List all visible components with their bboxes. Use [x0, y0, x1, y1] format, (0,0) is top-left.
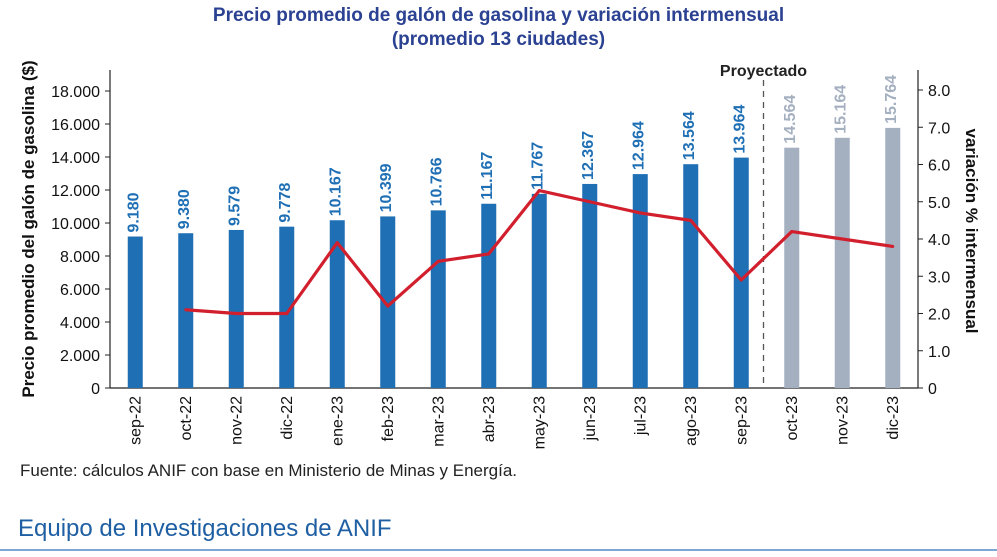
team-heading: Equipo de Investigaciones de ANIF: [18, 515, 392, 542]
right-axis-tick-label: 2.0: [928, 307, 950, 324]
x-tick-label: may-23: [531, 396, 548, 449]
projected-bar: [834, 137, 850, 388]
left-axis-tick-label: 6.000: [60, 282, 100, 299]
left-axis-tick-label: 16.000: [51, 117, 100, 134]
x-tick-label: jun-23: [582, 396, 599, 442]
x-tick-label: ago-23: [683, 396, 700, 446]
chart-title: Precio promedio de galón de gasolina y v…: [0, 4, 997, 52]
chart-title-main: Precio promedio de galón de gasolina y v…: [212, 5, 785, 26]
variation-point: [638, 211, 642, 215]
bar: [481, 203, 497, 388]
bar: [127, 236, 143, 388]
left-axis-title: Precio promedio del galón de gasolina ($…: [19, 60, 38, 397]
bar-value-label: 10.167: [327, 167, 344, 216]
x-tick-label: dic-23: [885, 396, 902, 440]
bar-value-label: 12.367: [580, 131, 597, 180]
variation-point: [234, 312, 238, 315]
team-divider: [0, 549, 997, 551]
x-tick-label: oct-22: [178, 396, 195, 441]
left-axis-tick-label: 10.000: [51, 216, 100, 233]
variation-point: [335, 241, 339, 245]
projected-bar-value-label: 14.564: [782, 95, 799, 144]
right-axis-tick-label: 7.0: [928, 120, 950, 137]
x-tick-label: nov-23: [834, 396, 851, 445]
variation-point: [790, 230, 794, 234]
x-tick-label: sep-23: [733, 396, 750, 445]
variation-point: [285, 312, 289, 315]
x-tick-label: abr-23: [481, 396, 498, 442]
right-axis-tick-label: 8.0: [928, 83, 950, 100]
left-axis-tick-label: 8.000: [60, 249, 100, 266]
bar-value-label: 11.167: [479, 152, 496, 200]
variation-point: [537, 189, 541, 193]
projected-bar-value-label: 15.764: [883, 75, 900, 124]
bar-value-label: 11.767: [529, 142, 546, 190]
variation-point: [739, 278, 743, 282]
x-tick-label: ene-23: [329, 396, 346, 446]
left-axis-tick-label: 2.000: [60, 348, 100, 365]
bar-value-label: 10.766: [428, 157, 445, 206]
right-axis-tick-label: 6.0: [928, 158, 950, 175]
bar-value-label: 9.579: [226, 186, 243, 226]
x-tick-label: feb-23: [380, 396, 397, 441]
x-tick-label: nov-22: [228, 396, 245, 445]
x-tick-label: oct-23: [784, 396, 801, 441]
bar-value-label: 9.180: [125, 192, 142, 232]
x-tick-label: jul-23: [632, 396, 649, 436]
x-tick-label: sep-22: [127, 396, 144, 445]
right-axis-tick-label: 5.0: [928, 195, 950, 212]
bar: [279, 226, 295, 388]
variation-point: [487, 252, 491, 256]
left-axis-tick-label: 0: [91, 381, 100, 398]
right-axis-title: variación % intermensual: [962, 128, 981, 333]
bar-value-label: 12.964: [630, 121, 647, 170]
chart-subtitle: (promedio 13 ciudades): [391, 29, 606, 50]
projected-bar-value-label: 15.164: [832, 85, 849, 134]
bar: [683, 164, 699, 388]
left-axis-tick-label: 12.000: [51, 183, 100, 200]
left-axis-tick-label: 4.000: [60, 315, 100, 332]
bar-value-label: 13.964: [731, 105, 748, 154]
bar: [632, 174, 648, 388]
bar-value-label: 13.564: [681, 111, 698, 160]
left-axis-tick-label: 14.000: [51, 150, 100, 167]
projected-bar: [784, 147, 800, 388]
bar-value-label: 9.778: [277, 183, 294, 223]
variation-point: [588, 200, 592, 204]
bar: [430, 210, 446, 388]
bar: [228, 229, 244, 388]
variation-point: [436, 259, 440, 263]
left-axis-tick-label: 18.000: [51, 84, 100, 101]
right-axis-tick-label: 3.0: [928, 269, 950, 286]
bar: [380, 216, 396, 388]
bar-value-label: 10.399: [378, 163, 395, 212]
right-axis-tick-label: 4.0: [928, 232, 950, 249]
variation-point: [891, 244, 895, 248]
variation-point: [386, 304, 390, 308]
bar-value-label: 9.380: [176, 189, 193, 229]
x-tick-label: dic-22: [279, 396, 296, 440]
projection-annotation: Proyectado: [720, 63, 807, 80]
right-axis-tick-label: 1.0: [928, 344, 950, 361]
variation-point: [840, 237, 844, 241]
bar: [733, 157, 749, 388]
variation-point: [184, 308, 188, 312]
projected-bar: [885, 127, 901, 389]
x-tick-label: mar-23: [430, 396, 447, 447]
right-axis-tick-label: 0: [928, 381, 937, 398]
bar: [329, 220, 345, 388]
bar: [582, 183, 598, 388]
bar: [531, 193, 547, 388]
source-note: Fuente: cálculos ANIF con base en Minist…: [20, 461, 518, 480]
variation-point: [689, 218, 693, 222]
